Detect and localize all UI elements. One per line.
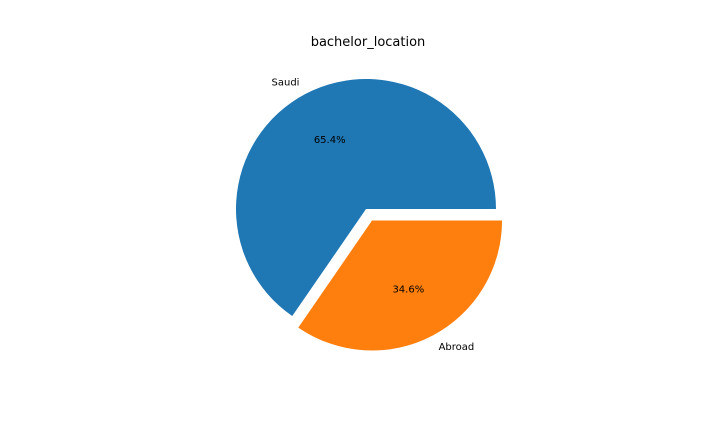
slice-label-abroad: Abroad (439, 342, 475, 353)
pie-slices: Saudi 65.4% Abroad 34.6% (235, 77, 503, 353)
slice-percent-abroad: 34.6% (392, 285, 424, 296)
chart-title: bachelor_location (311, 35, 426, 50)
pie-slice-saudi (235, 79, 496, 317)
slice-label-saudi: Saudi (272, 77, 300, 88)
pie-slice-abroad (298, 220, 503, 351)
slice-percent-saudi: 65.4% (314, 135, 346, 146)
